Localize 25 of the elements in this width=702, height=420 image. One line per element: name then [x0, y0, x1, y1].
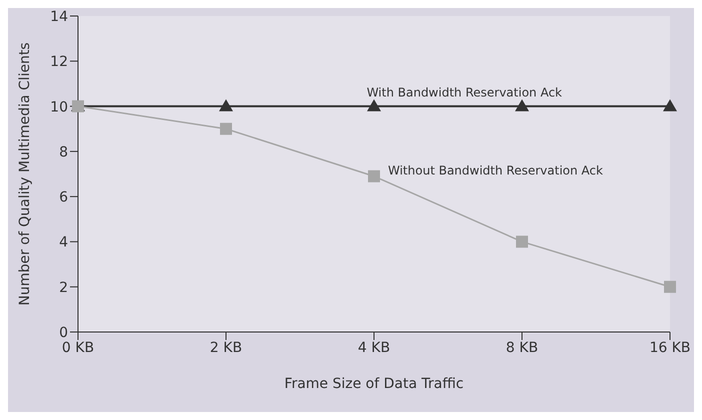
- x-tick-label: 4 KB: [358, 340, 390, 356]
- series-label: Without Bandwidth Reservation Ack: [388, 163, 604, 178]
- y-tick-label: 2: [59, 280, 68, 296]
- y-tick-label: 14: [50, 8, 68, 25]
- series-label: With Bandwidth Reservation Ack: [366, 85, 562, 100]
- y-tick-label: 6: [59, 190, 68, 206]
- y-tick-label: 4: [59, 234, 68, 251]
- x-tick-label: 0 KB: [62, 340, 94, 356]
- point: [664, 280, 676, 293]
- point: [220, 122, 232, 135]
- x-tick-label: 2 KB: [210, 340, 242, 356]
- y-tick-label: 10: [50, 99, 68, 116]
- x-tick-label: 16 KB: [649, 340, 691, 356]
- x-tick-label: 8 KB: [506, 340, 538, 356]
- y-tick-label: 12: [50, 54, 68, 70]
- y-tick-label: 8: [59, 144, 68, 160]
- point: [515, 99, 529, 112]
- point: [368, 170, 380, 182]
- y-axis-title: Number of Quality Multimedia Clients: [16, 42, 33, 306]
- point: [516, 236, 528, 248]
- point: [219, 99, 233, 112]
- y-tick-label: 0: [59, 324, 68, 341]
- x-axis-title: Frame Size of Data Traffic: [284, 376, 464, 392]
- point: [663, 99, 677, 112]
- point: [367, 99, 381, 112]
